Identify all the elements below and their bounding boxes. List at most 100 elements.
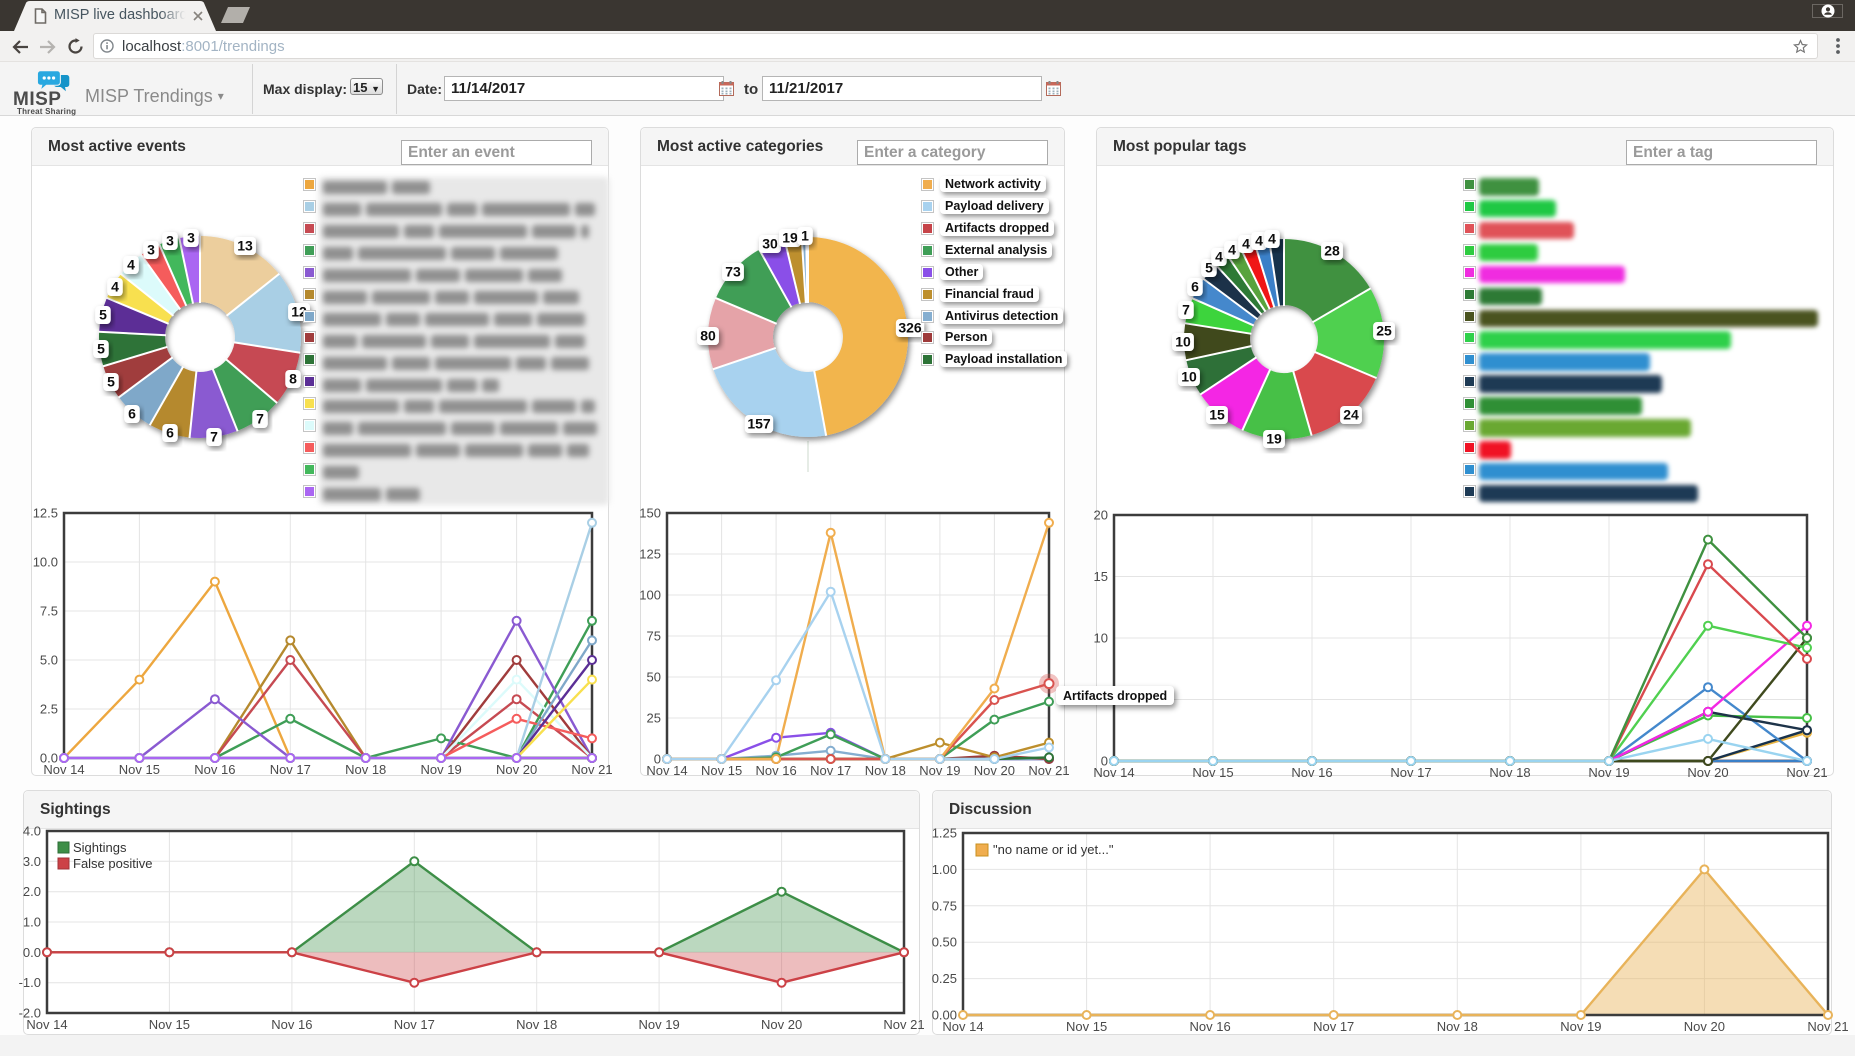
svg-text:-2.0: -2.0 xyxy=(19,1006,41,1021)
svg-text:326: 326 xyxy=(898,320,922,336)
svg-text:0.0: 0.0 xyxy=(40,751,58,766)
svg-text:4: 4 xyxy=(127,257,135,273)
svg-text:24: 24 xyxy=(1343,407,1359,423)
svg-text:10: 10 xyxy=(1181,369,1197,385)
svg-text:-1.0: -1.0 xyxy=(19,975,41,990)
svg-text:Nov 16: Nov 16 xyxy=(271,1017,312,1032)
svg-text:0: 0 xyxy=(1101,754,1108,769)
svg-text:5: 5 xyxy=(97,341,105,357)
svg-text:7.5: 7.5 xyxy=(40,604,58,619)
svg-text:Nov 18: Nov 18 xyxy=(1489,765,1530,780)
svg-text:5.0: 5.0 xyxy=(40,653,58,668)
svg-text:4: 4 xyxy=(1215,249,1223,265)
svg-text:12.5: 12.5 xyxy=(33,506,58,521)
svg-text:Nov 21: Nov 21 xyxy=(1786,765,1827,780)
svg-text:3: 3 xyxy=(166,233,174,249)
svg-text:"no name or id yet...": "no name or id yet..." xyxy=(993,842,1114,857)
svg-text:80: 80 xyxy=(700,328,716,344)
svg-text:Nov 16: Nov 16 xyxy=(194,762,235,777)
svg-text:7: 7 xyxy=(1182,302,1190,318)
svg-text:5: 5 xyxy=(1205,260,1213,276)
svg-text:0.00: 0.00 xyxy=(932,1008,957,1023)
svg-text:Nov 15: Nov 15 xyxy=(1192,765,1233,780)
svg-text:4: 4 xyxy=(1242,236,1250,252)
svg-text:0.0: 0.0 xyxy=(23,945,41,960)
svg-text:0: 0 xyxy=(654,752,661,767)
svg-text:157: 157 xyxy=(747,416,771,432)
svg-text:Nov 20: Nov 20 xyxy=(974,763,1015,778)
svg-text:Nov 18: Nov 18 xyxy=(516,1017,557,1032)
svg-text:20: 20 xyxy=(1094,508,1108,523)
svg-text:0.75: 0.75 xyxy=(932,898,957,913)
svg-text:100: 100 xyxy=(639,588,661,603)
svg-text:Nov 19: Nov 19 xyxy=(919,763,960,778)
svg-text:Nov 17: Nov 17 xyxy=(394,1017,435,1032)
svg-text:25: 25 xyxy=(1376,323,1392,339)
svg-text:Sightings: Sightings xyxy=(73,840,127,855)
svg-text:Nov 14: Nov 14 xyxy=(26,1017,67,1032)
svg-text:6: 6 xyxy=(128,406,136,422)
svg-text:10: 10 xyxy=(1094,631,1108,646)
svg-text:Nov 20: Nov 20 xyxy=(1687,765,1728,780)
svg-text:28: 28 xyxy=(1324,243,1340,259)
svg-text:False positive: False positive xyxy=(73,856,152,871)
svg-text:4: 4 xyxy=(1255,233,1263,249)
svg-text:6: 6 xyxy=(1191,279,1199,295)
svg-text:Nov 17: Nov 17 xyxy=(810,763,851,778)
svg-text:0.50: 0.50 xyxy=(932,935,957,950)
svg-text:3: 3 xyxy=(147,242,155,258)
svg-text:25: 25 xyxy=(647,711,661,726)
svg-text:Nov 20: Nov 20 xyxy=(496,762,537,777)
svg-text:150: 150 xyxy=(639,506,661,521)
svg-text:Nov 16: Nov 16 xyxy=(755,763,796,778)
svg-text:Nov 20: Nov 20 xyxy=(761,1017,802,1032)
svg-text:4.0: 4.0 xyxy=(23,824,41,839)
svg-text:10.0: 10.0 xyxy=(33,555,58,570)
svg-text:125: 125 xyxy=(639,547,661,562)
svg-text:2.0: 2.0 xyxy=(23,884,41,899)
svg-text:3: 3 xyxy=(187,230,195,246)
svg-text:Nov 15: Nov 15 xyxy=(119,762,160,777)
svg-text:50: 50 xyxy=(647,670,661,685)
svg-text:0.25: 0.25 xyxy=(932,971,957,986)
svg-text:Nov 21: Nov 21 xyxy=(1028,763,1069,778)
svg-text:7: 7 xyxy=(256,411,264,427)
svg-text:Nov 19: Nov 19 xyxy=(420,762,461,777)
svg-text:15: 15 xyxy=(1094,569,1108,584)
svg-text:30: 30 xyxy=(762,236,778,252)
svg-text:3.0: 3.0 xyxy=(23,854,41,869)
svg-text:4: 4 xyxy=(111,279,119,295)
svg-text:Nov 16: Nov 16 xyxy=(1189,1019,1230,1034)
svg-text:4: 4 xyxy=(1228,242,1236,258)
svg-text:2.5: 2.5 xyxy=(40,702,58,717)
svg-text:Nov 18: Nov 18 xyxy=(345,762,386,777)
svg-text:6: 6 xyxy=(166,425,174,441)
svg-text:19: 19 xyxy=(1266,431,1282,447)
svg-text:1: 1 xyxy=(801,228,809,244)
svg-text:8: 8 xyxy=(289,371,297,387)
svg-text:19: 19 xyxy=(782,230,798,246)
svg-text:Nov 17: Nov 17 xyxy=(1390,765,1431,780)
svg-text:1.00: 1.00 xyxy=(932,862,957,877)
svg-text:Nov 14: Nov 14 xyxy=(43,762,84,777)
svg-text:Nov 21: Nov 21 xyxy=(1807,1019,1848,1034)
svg-text:13: 13 xyxy=(237,238,253,254)
svg-text:1.0: 1.0 xyxy=(23,915,41,930)
svg-text:75: 75 xyxy=(647,629,661,644)
svg-text:Nov 21: Nov 21 xyxy=(571,762,612,777)
svg-text:5: 5 xyxy=(99,307,107,323)
svg-text:Nov 21: Nov 21 xyxy=(883,1017,924,1032)
svg-text:Nov 16: Nov 16 xyxy=(1291,765,1332,780)
svg-text:Nov 19: Nov 19 xyxy=(1588,765,1629,780)
svg-text:Nov 14: Nov 14 xyxy=(942,1019,983,1034)
svg-text:15: 15 xyxy=(1209,407,1225,423)
svg-text:Nov 17: Nov 17 xyxy=(270,762,311,777)
svg-text:Nov 14: Nov 14 xyxy=(646,763,687,778)
svg-text:Nov 14: Nov 14 xyxy=(1093,765,1134,780)
svg-text:Nov 17: Nov 17 xyxy=(1313,1019,1354,1034)
svg-text:Nov 15: Nov 15 xyxy=(149,1017,190,1032)
svg-text:Nov 15: Nov 15 xyxy=(701,763,742,778)
svg-text:Nov 18: Nov 18 xyxy=(1437,1019,1478,1034)
svg-text:Nov 19: Nov 19 xyxy=(1560,1019,1601,1034)
svg-text:Nov 18: Nov 18 xyxy=(865,763,906,778)
